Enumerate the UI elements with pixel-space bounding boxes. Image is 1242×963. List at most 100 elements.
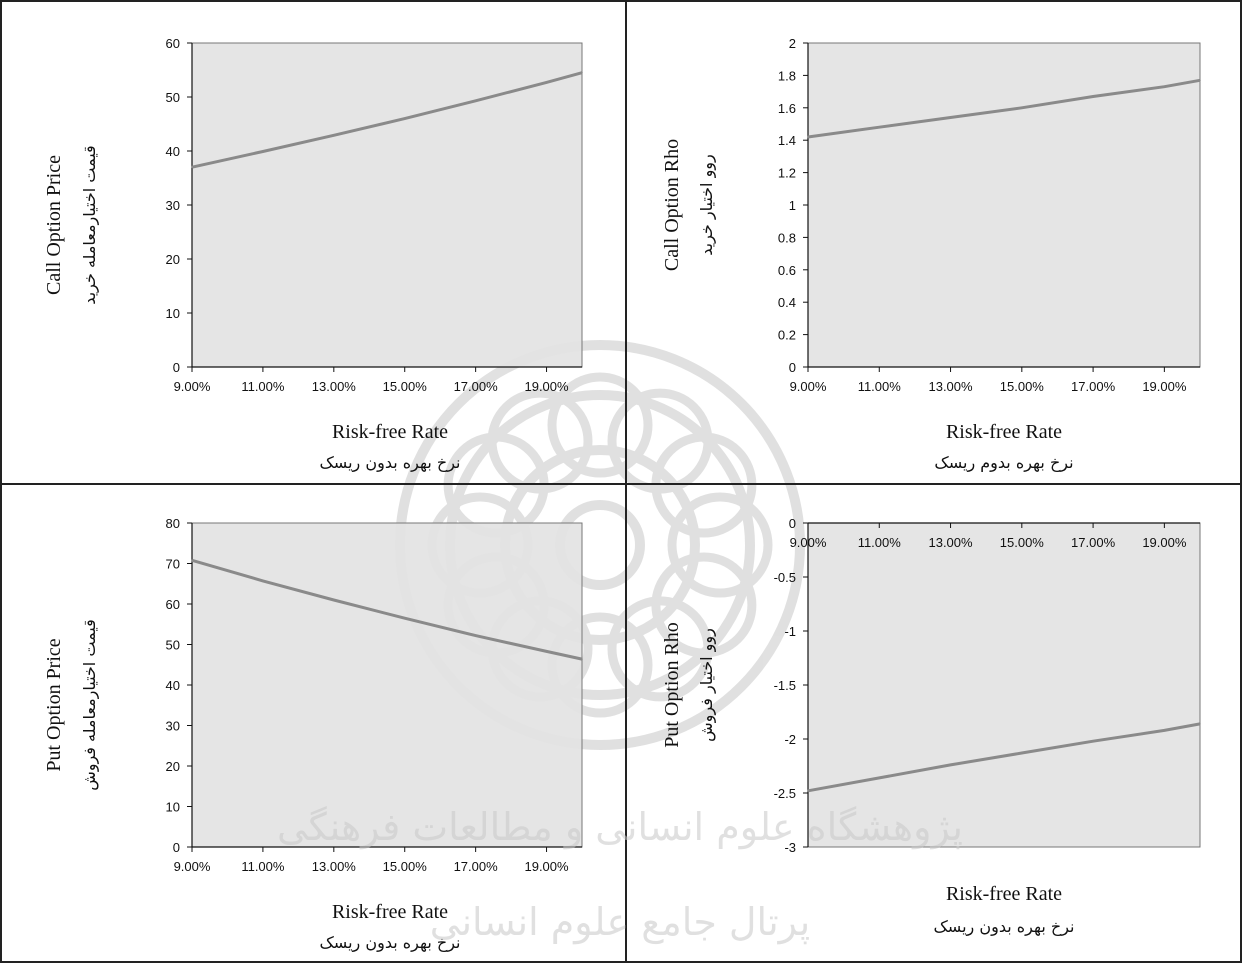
x-tick-label: 13.00%: [312, 379, 357, 394]
y-tick-label: 0.6: [778, 263, 796, 278]
chart-panel-4: -3 -2.5 -2 -1.5 -1 -0.5 0 9.00% 11.00% 13.00% 15.0…: [661, 516, 1201, 937]
y-tick-label: 0.4: [778, 295, 796, 310]
y-tick-label: 2: [789, 36, 796, 51]
y-tick-label: -0.5: [774, 570, 796, 585]
x-tick-label: 11.00%: [858, 535, 902, 550]
watermark-petal: [487, 388, 593, 494]
y-tick-label: 0.2: [778, 328, 796, 343]
data-point: [403, 117, 406, 120]
y-tick-label: 1.4: [778, 133, 796, 148]
x-tick-label: 17.00%: [454, 379, 499, 394]
y-axis-label: Put Option Price: [43, 638, 65, 771]
data-point: [581, 658, 583, 660]
x-tick-label: 13.00%: [928, 535, 973, 550]
chart-panel-2: 0 0.2 0.4 0.6 0.8 1 1.2 1.4 1.6 1.8 2 9.00% 11.00% 13…: [661, 36, 1201, 473]
plot-area: [807, 522, 1201, 848]
data-point: [474, 634, 477, 637]
x-tick-label: 19.00%: [524, 379, 569, 394]
x-tick-label: 9.00%: [174, 379, 211, 394]
data-point: [1021, 752, 1023, 754]
y-tick-label: 70: [166, 557, 180, 572]
y-tick-label: 1.2: [778, 166, 796, 181]
y-tick-label: 50: [166, 638, 180, 653]
y-tick-label: -2: [784, 732, 796, 747]
x-tick-label: 19.00%: [524, 859, 569, 874]
y-tick-label: 40: [166, 144, 180, 159]
x-axis-label-fa: نرخ بهره بدوم ریسک: [934, 453, 1073, 473]
y-tick-label: 60: [166, 36, 180, 51]
x-tick-label: 17.00%: [1071, 535, 1116, 550]
x-axis-label: Risk-free Rate: [332, 901, 448, 923]
plot-area: [807, 42, 1201, 368]
x-axis-label-fa: نرخ بهره بدون ریسک: [933, 917, 1074, 937]
y-tick-label: 0: [789, 516, 796, 531]
data-point: [949, 764, 952, 766]
x-tick-label: 13.00%: [928, 379, 973, 394]
y-tick-label: 1.6: [778, 101, 796, 116]
data-point: [262, 150, 264, 153]
watermark-line-1: پژوهشگاه علوم انسانی و مطالعات فرهنگی: [277, 805, 963, 850]
y-tick-label: 0.8: [778, 230, 796, 245]
x-tick-label: 11.00%: [858, 379, 902, 394]
x-tick-label: 17.00%: [454, 859, 499, 874]
y-axis-label-fa: قیمت اختیارمعامله فروش: [80, 619, 100, 791]
y-tick-label: 0: [173, 840, 180, 855]
x-tick-label: 9.00%: [790, 535, 827, 550]
y-axis-label-fa: روو اختیار خرید: [697, 154, 717, 256]
plot-area: [191, 522, 583, 848]
data-point: [333, 599, 335, 601]
data-point: [403, 617, 406, 619]
y-tick-label: -2.5: [774, 786, 796, 801]
data-point: [1199, 723, 1201, 725]
x-axis-label: Risk-free Rate: [946, 421, 1062, 443]
x-tick-label: 19.00%: [1142, 535, 1187, 550]
y-axis-label: Call Option Rho: [661, 139, 683, 271]
y-tick-label: -1.5: [774, 678, 796, 693]
y-tick-label: -3: [784, 840, 796, 855]
data-point: [262, 580, 264, 582]
data-point: [1163, 729, 1166, 732]
y-axis-label-fa: روو اختیار فروش: [697, 628, 717, 742]
y-tick-label: 10: [166, 306, 180, 321]
y-tick-label: 20: [166, 252, 180, 267]
chart-panel-3: 0 10 20 30 40 50 60 70 80 9.00% 11.00% 13.00% 15.00%…: [43, 516, 583, 953]
y-axis-label: Put Option Rho: [661, 622, 683, 748]
x-axis-label: Risk-free Rate: [946, 883, 1062, 905]
y-tick-label: 80: [166, 516, 180, 531]
x-tick-label: 17.00%: [1071, 379, 1116, 394]
data-point: [1163, 85, 1166, 88]
data-point: [1092, 95, 1094, 98]
y-tick-label: 1.8: [778, 68, 796, 83]
data-point: [1021, 107, 1023, 109]
y-tick-label: 30: [166, 198, 180, 213]
data-point: [807, 136, 809, 138]
data-point: [878, 777, 881, 779]
data-point: [807, 790, 809, 792]
y-axis-label-fa: قیمت اختیارمعامله خرید: [80, 145, 100, 304]
data-point: [545, 650, 548, 653]
data-point: [333, 134, 335, 137]
data-point: [474, 100, 477, 102]
watermark-line-2: پرتال جامع علوم انسانی: [430, 900, 810, 945]
y-tick-label: 30: [166, 719, 180, 734]
x-tick-label: 15.00%: [1000, 535, 1045, 550]
y-tick-label: 50: [166, 90, 180, 105]
watermark-petal: [547, 372, 653, 478]
data-point: [545, 81, 548, 84]
x-tick-label: 15.00%: [383, 379, 428, 394]
data-point: [191, 559, 193, 562]
chart-panel-1: 0 10 20 30 40 50 60 9.00% 11.00% 13.00% 15.00% 17.0…: [43, 36, 583, 473]
x-tick-label: 15.00%: [383, 859, 428, 874]
x-tick-label: 11.00%: [241, 859, 285, 874]
x-tick-label: 9.00%: [790, 379, 827, 394]
y-tick-label: 0: [789, 360, 796, 375]
x-tick-label: 15.00%: [1000, 379, 1045, 394]
x-tick-label: 19.00%: [1142, 379, 1187, 394]
y-tick-label: 10: [166, 800, 180, 815]
x-axis-label-fa: نرخ بهره بدون ریسک: [319, 453, 460, 473]
y-tick-label: 60: [166, 597, 180, 612]
data-point: [949, 116, 952, 119]
data-point: [191, 166, 193, 168]
